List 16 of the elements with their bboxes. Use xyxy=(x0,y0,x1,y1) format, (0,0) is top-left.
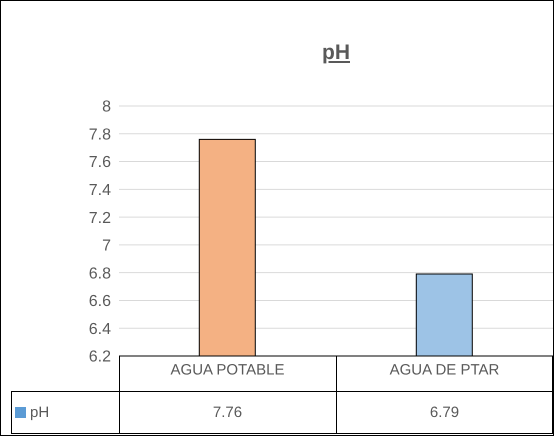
y-tick-label: 6.6 xyxy=(88,293,112,310)
y-tick-label: 7.4 xyxy=(88,182,112,200)
y-tick-label: 6.4 xyxy=(88,320,112,338)
data-label: 6.79 xyxy=(428,402,460,422)
y-tick-label: 8 xyxy=(102,98,112,116)
text: pH xyxy=(30,404,50,420)
y-tick-label: 6.2 xyxy=(88,348,112,366)
y-tick-label: 7.2 xyxy=(88,210,112,227)
x-tick-label: AGUA POTABLE xyxy=(170,362,284,379)
y-tick-label: 7.6 xyxy=(88,154,112,172)
x-tick-label: AGUA DE PTAR xyxy=(390,362,500,379)
y-tick-label: 6.8 xyxy=(88,265,112,282)
chart-title: pH xyxy=(321,41,351,65)
y-tick-label: 7.8 xyxy=(88,126,112,144)
y-tick-label: 7 xyxy=(102,238,112,255)
data-label: 7.76 xyxy=(212,402,244,422)
